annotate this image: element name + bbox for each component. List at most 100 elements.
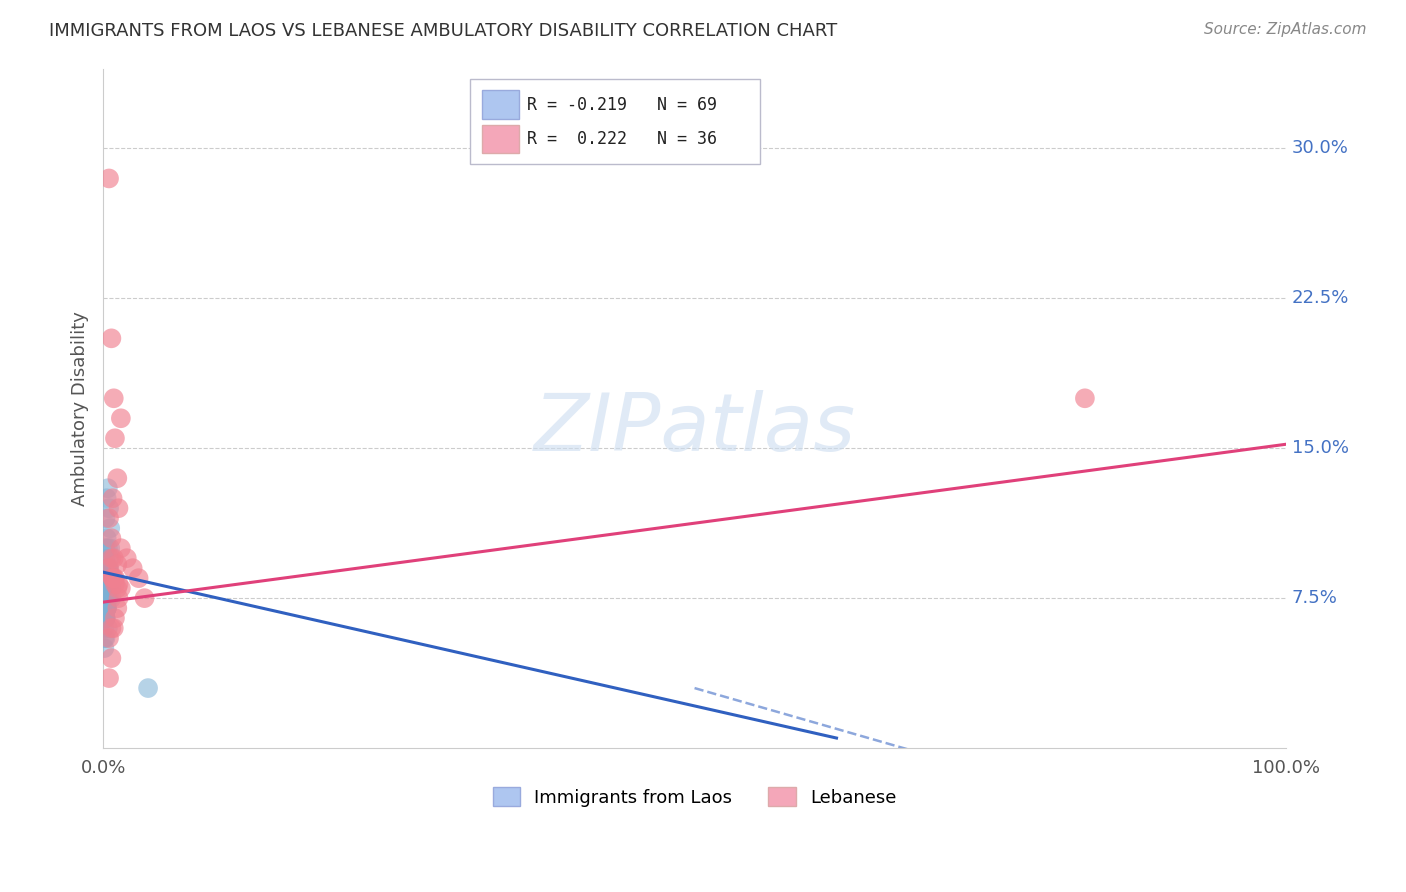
Point — [94, 511, 117, 525]
Point — [94, 611, 117, 625]
FancyBboxPatch shape — [482, 90, 519, 119]
Point — [94, 581, 117, 595]
Text: 22.5%: 22.5% — [1292, 289, 1350, 308]
Point — [94, 571, 117, 585]
Point — [103, 392, 125, 406]
Point — [107, 577, 129, 591]
Point — [98, 551, 121, 566]
Point — [96, 491, 118, 506]
Point — [98, 581, 121, 595]
Point — [94, 571, 117, 585]
Point — [105, 471, 128, 485]
Point — [94, 611, 117, 625]
Point — [98, 631, 121, 645]
Text: ZIPatlas: ZIPatlas — [533, 390, 856, 467]
Point — [96, 581, 118, 595]
Point — [93, 631, 115, 645]
Point — [110, 411, 132, 425]
Point — [96, 601, 118, 615]
Point — [96, 581, 118, 595]
Point — [98, 541, 121, 556]
Point — [98, 591, 121, 606]
Point — [97, 561, 120, 575]
Point — [97, 591, 120, 606]
Point — [103, 551, 125, 566]
Point — [110, 541, 132, 556]
Point — [98, 501, 121, 516]
Point — [97, 571, 120, 585]
Point — [93, 621, 115, 635]
Text: 7.5%: 7.5% — [1292, 589, 1337, 607]
Point — [105, 557, 128, 571]
Point — [97, 481, 120, 495]
Point — [94, 551, 117, 566]
Point — [115, 551, 138, 566]
Point — [107, 501, 129, 516]
Point — [94, 541, 117, 556]
Point — [94, 581, 117, 595]
Point — [100, 621, 122, 635]
Text: R =  0.222   N = 36: R = 0.222 N = 36 — [527, 130, 717, 148]
Point — [96, 571, 118, 585]
Point — [104, 611, 127, 625]
Y-axis label: Ambulatory Disability: Ambulatory Disability — [72, 310, 89, 506]
Point — [94, 591, 117, 606]
Point — [104, 577, 127, 591]
Point — [101, 491, 124, 506]
Point — [96, 571, 118, 585]
Point — [93, 581, 115, 595]
Point — [98, 521, 121, 535]
Point — [96, 601, 118, 615]
Point — [94, 611, 117, 625]
Point — [96, 571, 118, 585]
Point — [96, 601, 118, 615]
Point — [105, 601, 128, 615]
Point — [98, 571, 121, 585]
Point — [96, 601, 118, 615]
Point — [93, 591, 115, 606]
Text: 30.0%: 30.0% — [1292, 139, 1348, 158]
Point — [94, 631, 117, 645]
Point — [128, 571, 150, 585]
FancyBboxPatch shape — [482, 125, 519, 153]
Point — [97, 621, 120, 635]
Point — [93, 641, 115, 656]
Point — [94, 611, 117, 625]
Point — [94, 581, 117, 595]
Legend: Immigrants from Laos, Lebanese: Immigrants from Laos, Lebanese — [485, 780, 904, 814]
Point — [121, 561, 143, 575]
Point — [93, 571, 115, 585]
Point — [110, 581, 132, 595]
Point — [1074, 392, 1097, 406]
Point — [96, 601, 118, 615]
Point — [96, 571, 118, 585]
Point — [96, 531, 118, 545]
Point — [98, 561, 121, 575]
Point — [105, 581, 128, 595]
Text: IMMIGRANTS FROM LAOS VS LEBANESE AMBULATORY DISABILITY CORRELATION CHART: IMMIGRANTS FROM LAOS VS LEBANESE AMBULAT… — [49, 22, 838, 40]
Point — [93, 571, 115, 585]
Text: R = -0.219   N = 69: R = -0.219 N = 69 — [527, 95, 717, 113]
Point — [94, 581, 117, 595]
Point — [98, 671, 121, 685]
Point — [107, 591, 129, 606]
Point — [100, 531, 122, 545]
Point — [98, 581, 121, 595]
Point — [100, 651, 122, 665]
Point — [103, 571, 125, 585]
Point — [94, 601, 117, 615]
Point — [94, 591, 117, 606]
Point — [104, 431, 127, 445]
Point — [100, 581, 122, 595]
Point — [103, 621, 125, 635]
Point — [98, 571, 121, 585]
Point — [100, 591, 122, 606]
Point — [93, 611, 115, 625]
Point — [100, 331, 122, 345]
Point — [96, 561, 118, 575]
Point — [96, 591, 118, 606]
Point — [93, 591, 115, 606]
Point — [101, 571, 124, 585]
Point — [101, 571, 124, 585]
Point — [136, 681, 159, 695]
